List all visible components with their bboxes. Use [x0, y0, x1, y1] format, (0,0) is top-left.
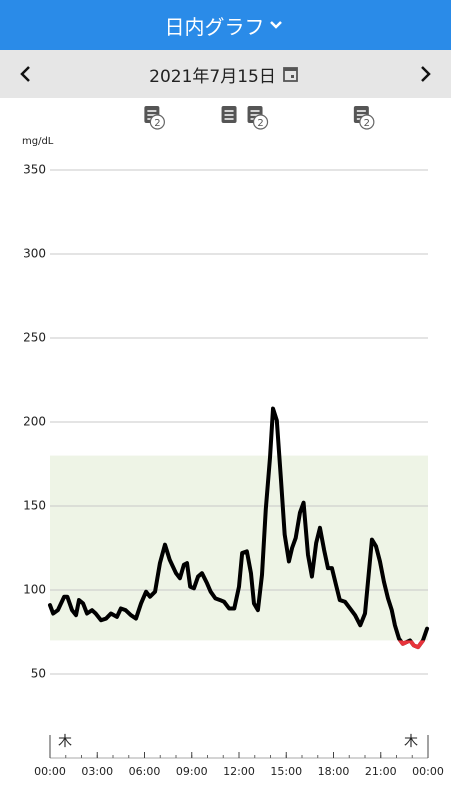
next-button[interactable] — [415, 64, 435, 84]
header-title: 日内グラフ — [164, 14, 265, 39]
y-tick-label: 350 — [23, 163, 46, 177]
calendar-icon[interactable] — [276, 64, 302, 84]
x-tick-label: 00:00 — [412, 765, 444, 778]
x-tick-label: 21:00 — [365, 765, 397, 778]
date-label: 2021年7月15日 — [149, 66, 276, 87]
glucose-line — [48, 406, 430, 650]
date-nav: 2021年7月15日 — [0, 50, 451, 98]
x-tick-label: 00:00 — [34, 765, 66, 778]
x-tick-label: 12:00 — [223, 765, 255, 778]
y-axis-label: mg/dL — [22, 136, 54, 147]
note-icon[interactable]: 2 — [144, 106, 165, 130]
x-tick-label: 15:00 — [270, 765, 302, 778]
y-tick-label: 300 — [23, 247, 46, 261]
chevron-icon — [269, 21, 282, 29]
y-tick-label: 200 — [23, 415, 46, 429]
day-label: 木 — [404, 734, 418, 750]
note-badge — [359, 114, 375, 130]
x-tick-label: 18:00 — [318, 765, 350, 778]
note-badge-count: 2 — [257, 118, 263, 129]
note-badge-count: 2 — [364, 118, 370, 129]
note-badge — [149, 114, 165, 130]
note-badge — [252, 114, 269, 130]
y-tick-label: 100 — [23, 583, 46, 597]
y-tick-label: 150 — [23, 499, 46, 513]
note-icon[interactable]: 2 — [353, 106, 375, 130]
prev-button[interactable] — [16, 64, 36, 84]
y-tick-label: 50 — [31, 667, 46, 681]
header[interactable]: 日内グラフ — [0, 0, 451, 50]
note-icon[interactable]: 2 — [247, 106, 269, 130]
y-tick-label: 250 — [23, 331, 46, 345]
x-tick-label: 06:00 — [129, 765, 161, 778]
note-badge-count: 2 — [154, 118, 160, 129]
x-tick-label: 09:00 — [176, 765, 208, 778]
x-tick-label: 03:00 — [81, 765, 113, 778]
note-icon[interactable] — [221, 106, 237, 123]
day-label: 木 — [58, 734, 72, 750]
